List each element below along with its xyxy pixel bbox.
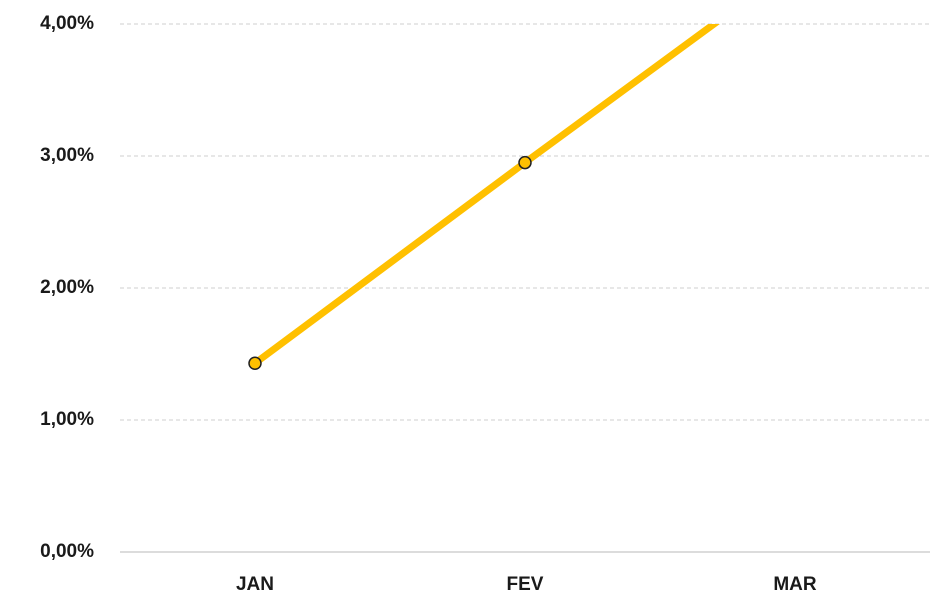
- x-tick-label: JAN: [236, 574, 274, 595]
- y-tick-label: 4,00%: [40, 13, 94, 34]
- y-tick-label: 0,00%: [40, 541, 94, 562]
- y-tick-label: 3,00%: [40, 145, 94, 166]
- plot-area: [248, 24, 720, 370]
- y-tick-label: 2,00%: [40, 277, 94, 298]
- y-tick-label: 1,00%: [40, 409, 94, 430]
- point: [518, 155, 532, 170]
- point: [248, 356, 262, 370]
- line: [252, 24, 720, 367]
- x-tick-label: FEV: [507, 574, 544, 595]
- x-tick-label: MAR: [773, 574, 817, 595]
